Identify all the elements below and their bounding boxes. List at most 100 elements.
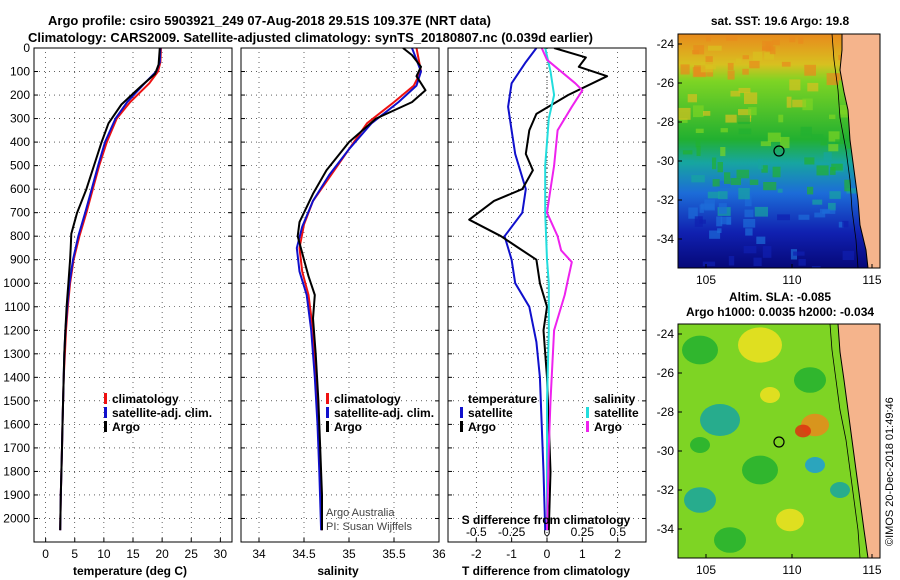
sst-cell: [709, 230, 721, 239]
sst-map: sat. SST: 19.6 Argo: 19.8 105 110 115 -24 -2…: [657, 14, 882, 287]
map-x-tick-label: 105: [696, 563, 716, 577]
sst-cell: [691, 175, 705, 183]
map-y-tick-label: -32: [657, 193, 675, 207]
map-x-tick-label: 115: [862, 563, 881, 577]
x-tick-label: 5: [71, 547, 78, 561]
temperature-panel: 0100200300400500600700800900100011001200…: [3, 41, 646, 578]
series-line-argo: [59, 48, 161, 531]
depth-tick-label: 2000: [3, 511, 30, 525]
depth-tick-labels: 0 100 200 300 400 500 600 700 800 900 1000 1100 1200…: [3, 41, 646, 525]
difference-lines: [468, 48, 609, 531]
sst-cell: [716, 216, 723, 227]
sst-cell: [720, 128, 728, 133]
depth-tick-label: 1300: [3, 347, 30, 361]
sst-cell: [758, 159, 764, 170]
sst-cell: [820, 139, 828, 146]
sst-cell: [816, 165, 829, 176]
map-x-tick-label: 105: [696, 273, 716, 287]
sst-cell: [696, 145, 701, 156]
sst-cell: [705, 65, 716, 70]
sst-cell: [846, 188, 858, 194]
sst-cell: [730, 90, 741, 97]
depth-tick-label: 1200: [3, 323, 30, 337]
map-x-tick-label: 115: [862, 273, 881, 287]
x2-tick-label: -0.25: [498, 525, 526, 539]
sst-cell: [702, 261, 716, 267]
sla-isobath: [829, 324, 861, 558]
sst-cell: [835, 139, 844, 144]
sst-cell: [798, 259, 806, 266]
sst-cell: [720, 216, 731, 225]
sst-cell: [712, 157, 717, 170]
sla-blob: [738, 327, 782, 363]
sst-cell: [726, 34, 738, 41]
sst-cell: [706, 68, 714, 77]
sst-cell: [742, 55, 749, 60]
x-tick-label: 35: [342, 547, 356, 561]
sst-cell: [811, 134, 824, 139]
sst-cell: [744, 209, 754, 218]
sst-cell: [778, 114, 784, 123]
sla-blob: [714, 527, 746, 553]
legend-argo: Argo: [334, 420, 362, 434]
map-y-tick-label: -28: [657, 405, 675, 419]
x-tick-label: 34.5: [292, 547, 316, 561]
series-line-satellite-adj-clim-: [295, 48, 422, 531]
sst-cell: [804, 64, 816, 76]
sst-cell: [724, 172, 731, 184]
sst-cell: [744, 92, 758, 104]
sst-cell: [738, 188, 750, 200]
depth-tick-label: 700: [10, 206, 30, 220]
salinity-x-tick-labels: 34 34.5 35 35.5 36: [252, 538, 446, 561]
sla-blob: [690, 437, 710, 453]
difference-xlabel: T difference from climatology: [462, 564, 630, 578]
sla-map: Altim. SLA: -0.085 Argo h1000: 0.0035 h2…: [657, 290, 882, 577]
sst-cell: [730, 178, 741, 185]
sst-cell: [717, 180, 731, 188]
depth-tick-label: 200: [10, 88, 30, 102]
map-y-tick-label: -24: [657, 327, 675, 341]
x2-tick-label: 0: [544, 525, 551, 539]
sst-cell: [802, 98, 813, 111]
temperature-lines: [59, 48, 162, 531]
sla-blob: [794, 367, 826, 393]
depth-tick-label: 1700: [3, 441, 30, 455]
sst-land: [839, 34, 880, 268]
sst-cell: [744, 194, 752, 207]
sst-frame: [677, 33, 881, 269]
salinity-panel: 34 34.5 35 35.5 36 salinity climatology sate…: [240, 47, 446, 578]
sst-cell: [762, 246, 772, 258]
sst-cell: [844, 179, 851, 192]
map-y-tick-label: -26: [657, 366, 675, 380]
sst-cell: [829, 191, 841, 199]
sst-cell: [754, 206, 768, 217]
sst-cell: [738, 109, 752, 119]
map-y-tick-label: -34: [657, 522, 675, 536]
difference-legend: temperature satellite Argo salinity sate…: [460, 392, 639, 434]
sst-cell: [828, 202, 836, 211]
sst-profile-marker: [773, 145, 785, 157]
sst-cell: [694, 65, 706, 77]
depth-tick-label: 600: [10, 182, 30, 196]
map-x-tick-label: 110: [782, 273, 801, 287]
sst-cell: [738, 128, 752, 135]
pi-note: PI: Susan Wijffels: [326, 521, 412, 533]
legend-t-satellite: satellite: [468, 406, 513, 420]
salinity-lines: [295, 48, 427, 531]
sla-blob: [742, 455, 778, 485]
sst-map-title: sat. SST: 19.6 Argo: 19.8: [711, 14, 850, 28]
sla-blob: [700, 404, 740, 436]
sst-cell: [763, 182, 777, 191]
sst-cell: [681, 159, 694, 165]
sla-blob: [795, 424, 811, 438]
sst-cell: [708, 45, 722, 51]
sst-cell: [695, 128, 704, 133]
x2-tick-label: 0.25: [571, 525, 595, 539]
sst-cell: [717, 162, 723, 173]
legend-temperature-heading: temperature: [468, 392, 538, 406]
x-tick-label: 0: [42, 547, 49, 561]
series-line-satellite: [503, 48, 547, 531]
sst-cell: [745, 228, 753, 236]
sst-cell: [839, 105, 851, 115]
sst-cell: [762, 40, 774, 51]
